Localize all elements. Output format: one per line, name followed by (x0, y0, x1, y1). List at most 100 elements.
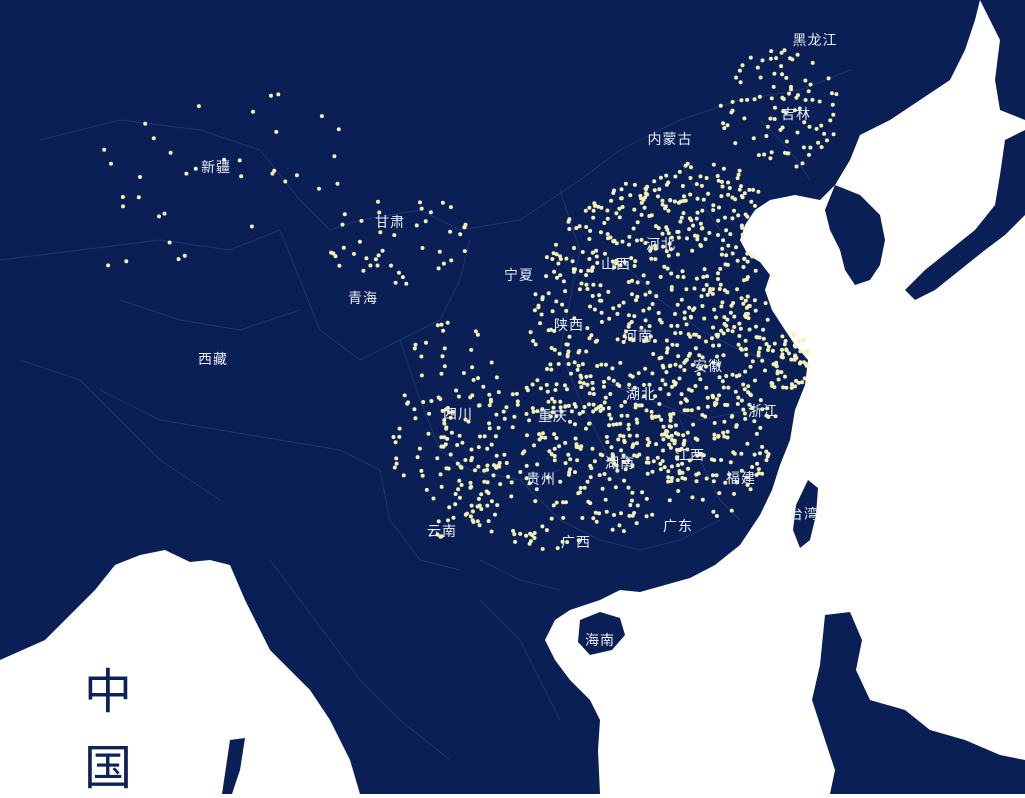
location-dot (802, 376, 807, 381)
location-dot (639, 237, 644, 242)
location-dot (635, 220, 640, 225)
location-dot (780, 72, 784, 77)
location-dot (572, 246, 576, 250)
location-dot (698, 243, 703, 247)
location-dot (652, 179, 657, 184)
location-dot (687, 458, 692, 463)
location-dot (622, 478, 627, 483)
location-dot (341, 245, 346, 250)
location-dot (719, 304, 724, 309)
location-dot (736, 172, 741, 177)
location-dot (559, 409, 564, 414)
location-dot (552, 454, 557, 458)
location-dot (619, 511, 623, 516)
location-dot (768, 116, 773, 121)
location-dot (739, 398, 744, 403)
location-dot (660, 459, 665, 463)
location-dot (711, 479, 716, 484)
location-dot (554, 299, 559, 304)
location-dot (689, 408, 694, 413)
location-dot (634, 238, 639, 243)
label-shaanxi: 陕西 (554, 318, 584, 334)
location-dot (682, 316, 687, 321)
location-dot (721, 331, 726, 336)
location-dot (470, 365, 475, 370)
location-dot (688, 334, 693, 339)
location-dot (482, 479, 487, 484)
location-dot (676, 489, 681, 493)
label-shanxi: 山西 (601, 257, 631, 273)
location-dot (633, 402, 638, 407)
location-dot (734, 480, 739, 485)
location-dot (540, 407, 545, 412)
location-dot (535, 462, 540, 467)
location-dot (623, 399, 627, 404)
location-dot (779, 370, 784, 375)
location-dot (711, 287, 715, 292)
location-dot (317, 186, 321, 191)
location-dot (590, 446, 595, 451)
location-dot (587, 391, 592, 396)
location-dot (456, 394, 461, 399)
location-dot (712, 307, 717, 312)
location-dot (639, 200, 644, 205)
location-dot (738, 326, 743, 331)
location-dot (639, 325, 644, 330)
location-dot (539, 312, 544, 317)
location-dot (694, 479, 699, 484)
location-dot (750, 254, 755, 259)
location-dot (671, 411, 676, 416)
location-dot (756, 467, 761, 472)
location-dot (594, 519, 599, 524)
location-dot (687, 227, 692, 232)
location-dot (544, 274, 549, 279)
location-dot (485, 467, 490, 472)
location-dot (598, 283, 603, 288)
location-dot (705, 404, 710, 409)
location-dot (658, 275, 663, 279)
location-dot (631, 442, 636, 447)
location-dot (700, 304, 705, 308)
location-dot (377, 210, 382, 215)
location-dot (588, 501, 593, 506)
location-dot (722, 315, 727, 320)
location-dot (780, 125, 785, 130)
location-dot (702, 316, 707, 321)
location-dot (451, 515, 456, 520)
label-anhui: 安徽 (693, 359, 723, 375)
location-dot (404, 281, 409, 286)
location-dot (661, 244, 666, 249)
location-dot (392, 233, 397, 238)
location-dot (496, 463, 501, 468)
location-dot (487, 426, 492, 431)
location-dot (773, 414, 778, 419)
location-dot (764, 342, 769, 346)
location-dot (419, 373, 424, 378)
location-dot (605, 440, 610, 445)
location-dot (775, 371, 780, 376)
location-dot (797, 361, 802, 366)
location-dot (797, 106, 802, 111)
location-dot (745, 275, 750, 280)
location-dot (786, 151, 791, 156)
location-dot (524, 412, 529, 416)
location-dot (393, 440, 398, 445)
location-dot (772, 117, 777, 121)
location-dot (596, 204, 601, 209)
location-dot (573, 436, 578, 441)
location-dot (487, 421, 492, 426)
location-dot (653, 394, 658, 399)
location-dot (548, 362, 553, 367)
location-dot (574, 442, 579, 447)
location-dot (664, 370, 669, 375)
location-dot (752, 452, 757, 457)
location-dot (618, 421, 623, 426)
location-dot (795, 52, 800, 57)
location-dot (763, 368, 767, 373)
title-char-guo: 国 (84, 740, 133, 796)
location-dot (524, 385, 529, 390)
location-dot (552, 329, 557, 333)
location-dot (734, 374, 739, 379)
location-dot (577, 287, 582, 292)
